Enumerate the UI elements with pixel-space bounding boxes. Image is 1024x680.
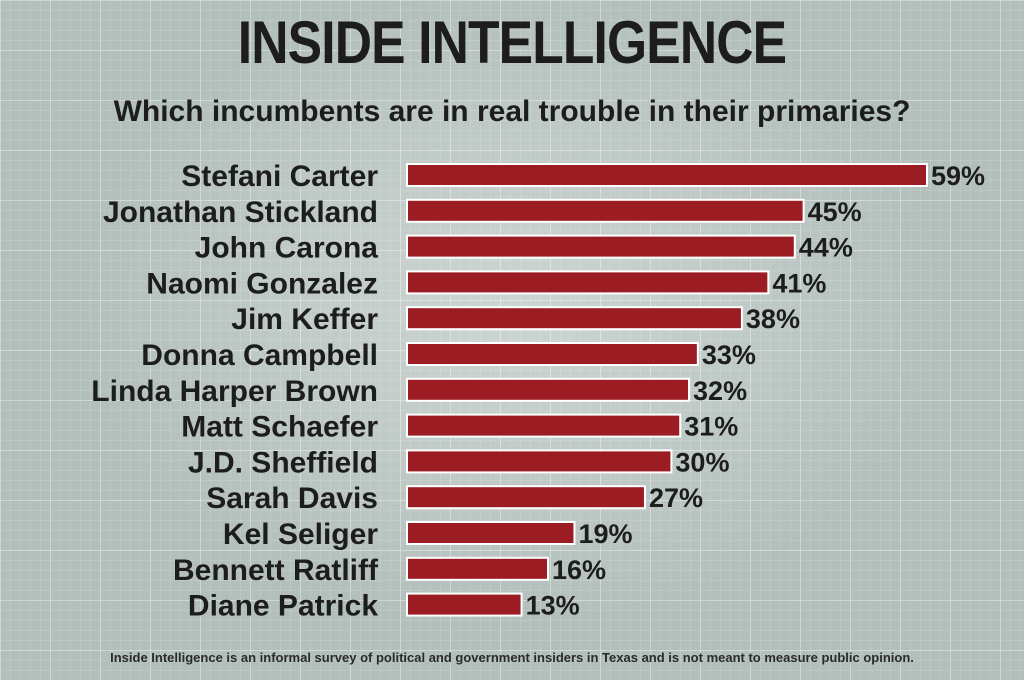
category-label: Diane Patrick	[188, 590, 378, 623]
value-label: 16%	[552, 555, 606, 585]
bar	[406, 342, 699, 366]
bar	[406, 521, 576, 545]
bar	[406, 198, 805, 223]
category-label: Jonathan Stickland	[103, 196, 378, 229]
category-label: J.D. Sheffield	[188, 446, 378, 479]
value-label: 30%	[675, 447, 729, 477]
category-label: Jim Keffer	[231, 303, 378, 336]
chart-title: INSIDE INTELLIGENCE	[237, 9, 787, 76]
value-label: 19%	[578, 519, 632, 549]
bar	[406, 449, 673, 474]
category-label: Sarah Davis	[206, 482, 378, 515]
category-label: Matt Schaefer	[181, 411, 378, 444]
bar	[406, 377, 691, 402]
value-label: 31%	[684, 412, 738, 442]
bar	[406, 592, 523, 617]
value-label: 32%	[693, 376, 747, 406]
category-label: Linda Harper Brown	[91, 375, 378, 408]
footnote: Inside Intelligence is an informal surve…	[110, 650, 914, 665]
bar	[406, 556, 550, 581]
value-label: 33%	[702, 340, 756, 370]
bar	[406, 485, 646, 510]
value-label: 44%	[799, 233, 853, 263]
value-label: 27%	[649, 483, 703, 513]
value-label: 38%	[746, 304, 800, 334]
category-label: Kel Seliger	[223, 518, 378, 551]
bar	[406, 270, 770, 295]
value-label: 59%	[931, 161, 985, 191]
bar	[406, 306, 743, 331]
chart-subtitle: Which incumbents are in real trouble in …	[113, 95, 911, 128]
category-label: Naomi Gonzalez	[146, 267, 378, 300]
category-label: John Carona	[195, 232, 379, 265]
category-label: Bennett Ratliff	[173, 554, 379, 587]
value-label: 41%	[772, 268, 826, 298]
bar	[406, 234, 796, 259]
value-label: 45%	[808, 197, 862, 227]
bar	[406, 163, 928, 187]
category-label: Donna Campbell	[141, 339, 378, 372]
bar	[406, 413, 682, 438]
value-label: 13%	[526, 591, 580, 621]
category-label: Stefani Carter	[181, 160, 378, 193]
